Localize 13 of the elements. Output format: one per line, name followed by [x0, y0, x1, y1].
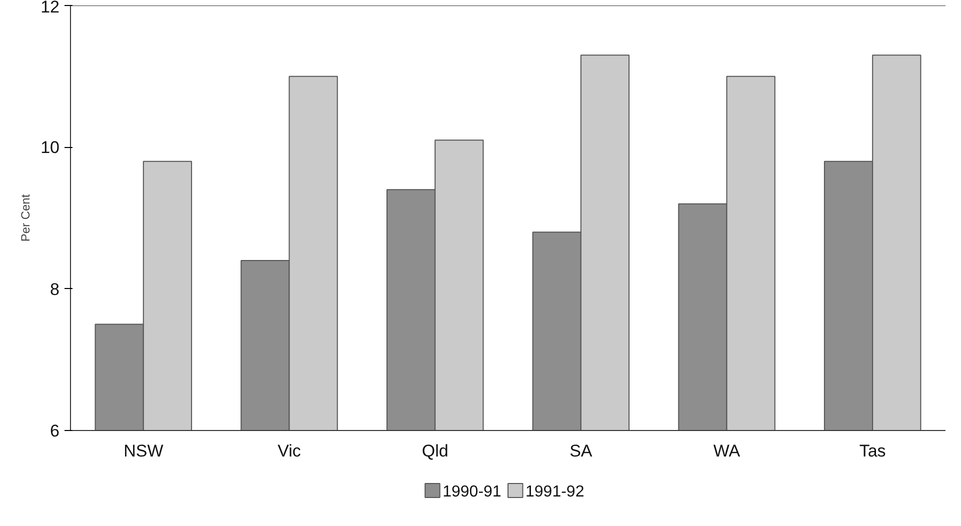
- x-tick-label: SA: [570, 442, 593, 460]
- x-tick-label: Qld: [422, 442, 448, 460]
- y-tick-label: 12: [40, 0, 60, 16]
- y-tick-label: 6: [50, 422, 60, 440]
- y-axis-title: Per Cent: [18, 194, 33, 242]
- x-tick-label: Vic: [278, 442, 302, 460]
- legend-label: 1991-92: [526, 484, 584, 500]
- y-tick-label: 10: [40, 138, 60, 158]
- x-tick-label: NSW: [124, 442, 164, 460]
- x-tick-label: Tas: [859, 442, 886, 460]
- legend-label: 1990-91: [442, 484, 502, 500]
- x-tick-label: WA: [713, 442, 741, 460]
- y-tick-label: 8: [50, 280, 60, 299]
